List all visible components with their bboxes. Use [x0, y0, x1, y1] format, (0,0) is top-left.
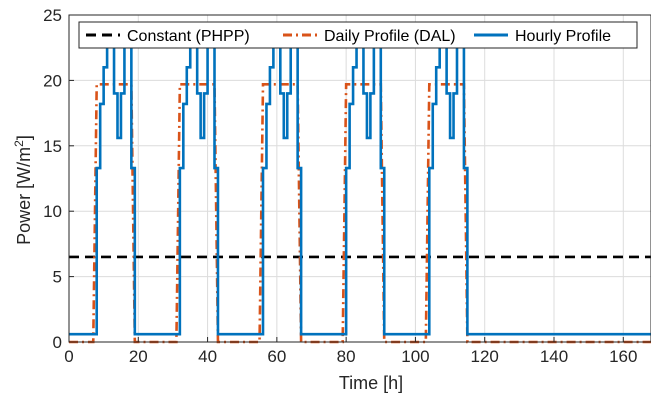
legend-label-hourly: Hourly Profile	[515, 28, 611, 45]
y-axis-label: Power [W/m2]	[12, 135, 34, 245]
x-axis-label: Time [h]	[339, 373, 403, 393]
x-tick-label-0: 0	[64, 347, 73, 366]
x-tick-label-2: 40	[198, 347, 217, 366]
x-tick-label-8: 160	[609, 347, 637, 366]
y-axis-label-main: Power [W/m	[14, 147, 34, 245]
grid-lines	[68, 14, 651, 343]
x-tick-label-7: 140	[540, 347, 568, 366]
legend-label-constant: Constant (PHPP)	[127, 28, 250, 45]
tick-labels: 0 20 40 60 80 100 120 140 160 0 5 10 15 20 25	[43, 6, 637, 366]
y-tick-label-1: 5	[53, 268, 62, 287]
y-tick-label-2: 10	[43, 202, 62, 221]
x-tick-label-6: 120	[471, 347, 499, 366]
x-tick-label-1: 20	[129, 347, 148, 366]
series-line-2	[69, 42, 651, 336]
legend-box	[78, 21, 638, 49]
series-line-1	[69, 83, 651, 344]
axes-frame	[68, 14, 651, 343]
y-tick-label-3: 15	[43, 137, 62, 156]
x-tick-label-3: 60	[267, 347, 286, 366]
y-axis-label-close: ]	[14, 135, 34, 140]
x-tick-label-4: 80	[337, 347, 356, 366]
plot-area-border	[68, 14, 651, 343]
y-tick-label-5: 25	[43, 6, 62, 25]
series-lines	[69, 42, 651, 344]
y-tick-label-4: 20	[43, 71, 62, 90]
legend: Constant (PHPP) Daily Profile (DAL) Hour…	[78, 21, 638, 49]
legend-label-daily: Daily Profile (DAL)	[324, 28, 456, 45]
x-tick-label-5: 100	[401, 347, 429, 366]
y-tick-label-0: 0	[53, 333, 62, 352]
y-axis-label-superscript: 2	[12, 140, 26, 147]
